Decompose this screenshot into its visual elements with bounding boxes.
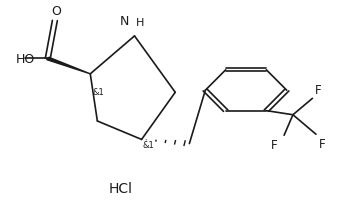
Text: H: H	[136, 18, 145, 28]
Text: F: F	[319, 138, 325, 151]
Text: &1: &1	[92, 88, 104, 97]
Text: O: O	[52, 6, 62, 18]
Text: HO: HO	[16, 53, 35, 66]
Polygon shape	[47, 58, 90, 74]
Text: &1: &1	[143, 141, 154, 150]
Text: F: F	[315, 84, 322, 97]
Text: F: F	[271, 139, 278, 152]
Text: HCl: HCl	[108, 181, 132, 195]
Text: N: N	[120, 15, 129, 28]
